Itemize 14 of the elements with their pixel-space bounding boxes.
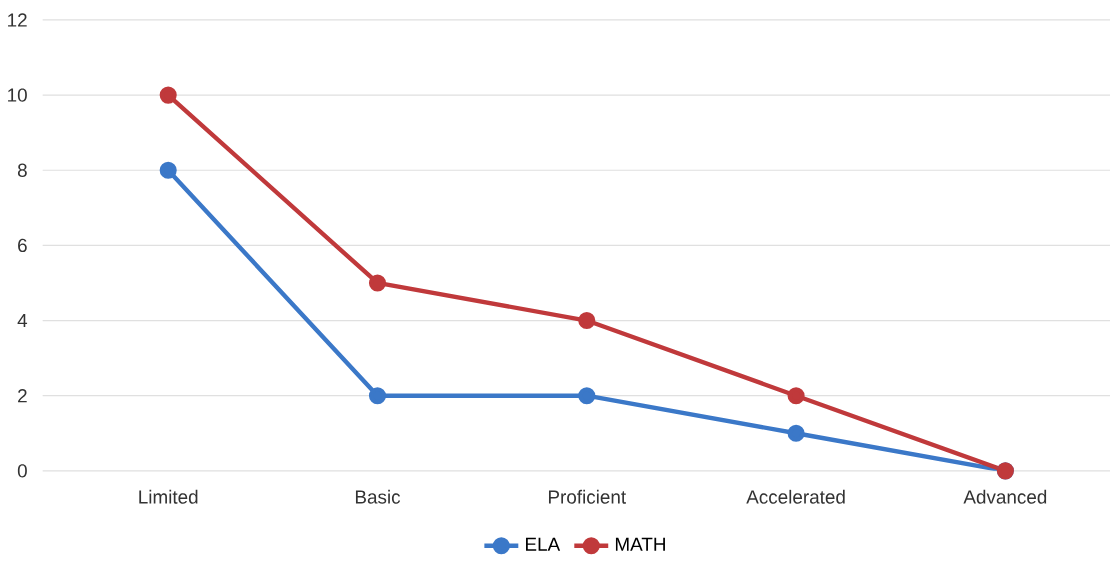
x-tick-label: Proficient bbox=[548, 490, 626, 504]
x-tick-label: Limited bbox=[139, 490, 198, 504]
y-tick-label: 4 bbox=[17, 314, 28, 328]
x-tick-label: Basic bbox=[355, 490, 401, 504]
y-tick-label: 2 bbox=[18, 389, 27, 403]
y-tick-label: 10 bbox=[8, 88, 27, 102]
y-tick-label: 12 bbox=[8, 13, 27, 27]
x-tick-label: Accelerated bbox=[746, 490, 845, 504]
legend-label: ELA bbox=[526, 537, 561, 551]
y-tick-label: 8 bbox=[17, 163, 27, 178]
legend-label: MATH bbox=[615, 537, 665, 551]
y-tick-label: 6 bbox=[18, 238, 27, 253]
y-tick-label: 0 bbox=[17, 464, 27, 478]
x-tick-label: Advanced bbox=[963, 490, 1047, 504]
